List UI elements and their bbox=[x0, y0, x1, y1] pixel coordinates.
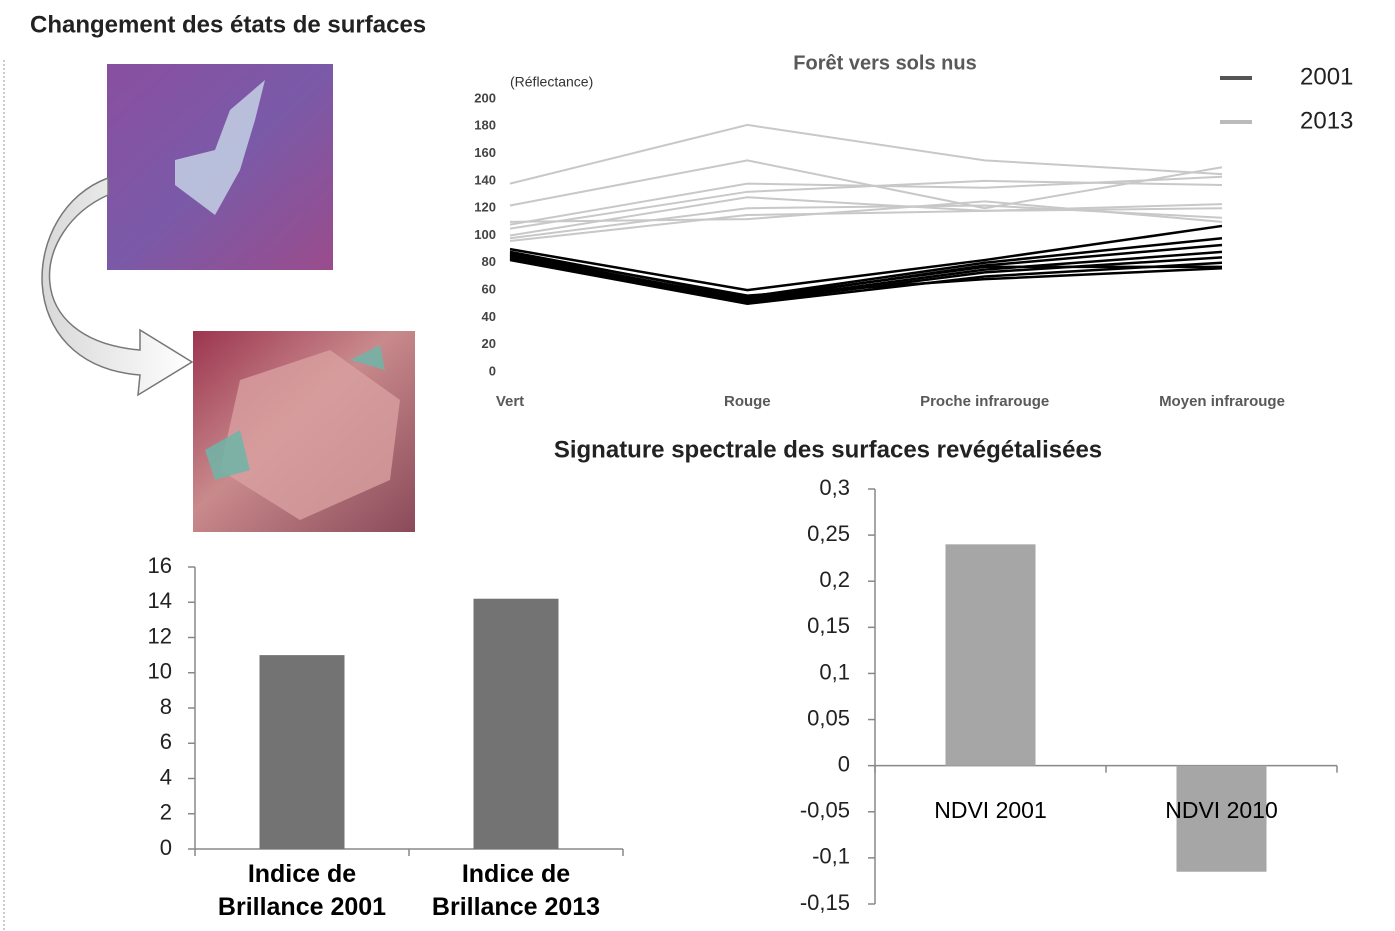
y-tick-label: 80 bbox=[482, 254, 496, 269]
y-tick-label: 0,05 bbox=[807, 705, 850, 730]
y-tick-label: -0,1 bbox=[812, 844, 850, 869]
y-tick-label: 180 bbox=[474, 118, 496, 133]
y-tick-label: 16 bbox=[148, 553, 172, 578]
y-tick-label: 0 bbox=[489, 363, 496, 378]
y-tick-label: 0 bbox=[838, 751, 850, 776]
arrow bbox=[41, 176, 194, 397]
y-tick-label: 20 bbox=[482, 336, 496, 351]
x-tick-label: Rouge bbox=[724, 393, 771, 410]
x-tick-label: Proche infrarouge bbox=[920, 393, 1049, 410]
y-tick-label: 200 bbox=[474, 90, 496, 105]
x-tick-label: Indice de Brillance 2013 bbox=[431, 860, 601, 921]
y-tick-label: 10 bbox=[148, 659, 172, 684]
y-tick-label: 0,3 bbox=[819, 475, 850, 500]
y-tick-label: 14 bbox=[148, 588, 172, 613]
y-axis-label: (Réflectance) bbox=[510, 74, 593, 90]
y-tick-label: -0,05 bbox=[800, 798, 850, 823]
y-tick-label: 40 bbox=[482, 309, 496, 324]
y-tick-label: 0,1 bbox=[819, 659, 850, 684]
x-tick-label-box: Indice de Brillance 2013 bbox=[431, 860, 601, 921]
y-tick-label: 2 bbox=[160, 800, 172, 825]
image-detail bbox=[205, 345, 385, 480]
line bbox=[509, 258, 1223, 306]
y-tick-label: 12 bbox=[148, 623, 172, 648]
y-tick-label: 6 bbox=[160, 729, 172, 754]
legend-label: 2001 bbox=[1300, 63, 1353, 90]
line bbox=[509, 200, 1223, 223]
y-tick-label: -0,15 bbox=[800, 890, 850, 915]
y-tick-label: 0,2 bbox=[819, 567, 850, 592]
line bbox=[509, 179, 1223, 230]
chart-title: Forêt vers sols nus bbox=[793, 52, 976, 74]
legend-label: 2013 bbox=[1300, 107, 1353, 134]
y-tick-label: 120 bbox=[474, 200, 496, 215]
line bbox=[509, 256, 1222, 300]
y-tick-label: 0,15 bbox=[807, 613, 850, 638]
x-tick-label: Moyen infrarouge bbox=[1159, 393, 1285, 410]
x-tick-label: Vert bbox=[496, 393, 524, 410]
bar bbox=[945, 544, 1036, 766]
line bbox=[509, 224, 1223, 292]
bar bbox=[259, 655, 345, 849]
y-tick-label: 100 bbox=[474, 227, 496, 242]
bar bbox=[1176, 765, 1267, 872]
y-tick-label: 0 bbox=[160, 835, 172, 860]
x-tick-label: NDVI 2010 bbox=[1165, 796, 1278, 823]
line bbox=[509, 203, 1223, 242]
y-tick-label: 0,25 bbox=[807, 521, 850, 546]
y-tick-label: 160 bbox=[474, 145, 496, 160]
image-detail bbox=[175, 80, 265, 215]
bar bbox=[473, 598, 559, 849]
y-tick-label: 8 bbox=[160, 694, 172, 719]
image-detail bbox=[220, 350, 400, 520]
line bbox=[509, 252, 1223, 297]
y-tick-label: 140 bbox=[474, 172, 496, 187]
line bbox=[509, 159, 1223, 210]
x-tick-label: Indice de Brillance 2001 bbox=[217, 860, 387, 921]
line bbox=[509, 196, 1223, 237]
x-tick-label-box: NDVI 2001 bbox=[934, 796, 1047, 823]
chart-title: Signature spectrale des surfaces revégét… bbox=[554, 436, 1102, 463]
x-tick-label: NDVI 2001 bbox=[934, 796, 1047, 823]
y-tick-label: 4 bbox=[160, 764, 172, 789]
x-tick-label-box: Indice de Brillance 2001 bbox=[217, 860, 387, 921]
y-tick-label: 60 bbox=[482, 282, 496, 297]
x-tick-label-box: NDVI 2010 bbox=[1165, 796, 1278, 823]
line bbox=[509, 123, 1223, 185]
page-title: Changement des états de surfaces bbox=[30, 11, 426, 38]
